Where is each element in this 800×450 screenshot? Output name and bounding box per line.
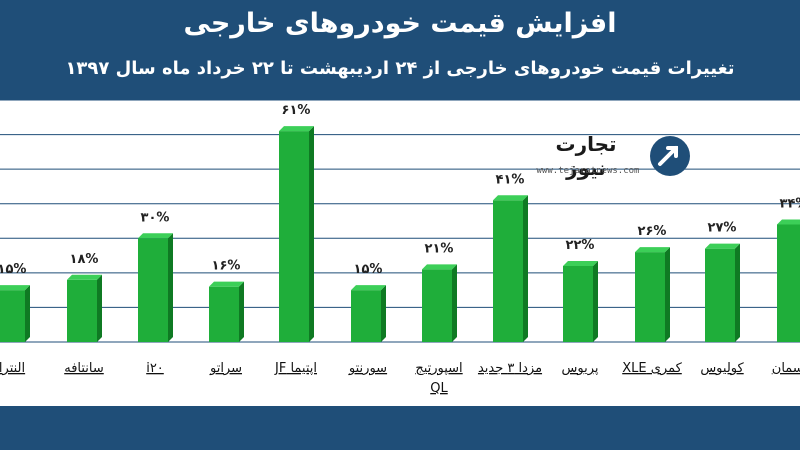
bar bbox=[493, 200, 523, 342]
bar-top bbox=[493, 195, 528, 201]
bar-top bbox=[0, 285, 30, 291]
bar-group bbox=[138, 233, 173, 342]
bar-group bbox=[422, 264, 457, 342]
category-label: پریوس bbox=[562, 361, 599, 376]
bar-top bbox=[351, 285, 386, 291]
bar-top bbox=[67, 274, 102, 280]
bar-top bbox=[138, 233, 173, 239]
bar-group bbox=[493, 195, 528, 342]
data-label: ۲۷% bbox=[708, 221, 737, 236]
bar bbox=[777, 224, 800, 342]
category-label: تلیسمان bbox=[772, 361, 800, 376]
logo-arrow-icon bbox=[650, 136, 690, 176]
bar bbox=[209, 286, 239, 342]
category-label: مزدا ۳ جدید bbox=[478, 361, 542, 376]
data-label: ۱۶% bbox=[212, 259, 241, 274]
category-label: سراتو bbox=[209, 361, 242, 376]
bar-side bbox=[523, 195, 528, 342]
chart-title: افزایش قیمت خودروهای خارجی bbox=[183, 8, 617, 39]
bar-top bbox=[422, 264, 457, 270]
bar-top bbox=[279, 126, 314, 132]
data-label: ۲۲% bbox=[566, 238, 595, 253]
data-label: ۶۱% bbox=[282, 103, 311, 118]
bar-side bbox=[665, 247, 670, 342]
category-label: سورنتو bbox=[348, 361, 387, 376]
bar-side bbox=[381, 285, 386, 342]
data-label: ۴۱% bbox=[496, 172, 525, 187]
data-label: ۱۵% bbox=[354, 262, 383, 277]
bar bbox=[0, 290, 25, 342]
category-label: کولیوس bbox=[700, 361, 744, 376]
bar-side bbox=[452, 264, 457, 342]
chart-subtitle: تغییرات قیمت خودروهای خارجی از ۲۴ اردیبه… bbox=[65, 58, 735, 79]
bar-group bbox=[563, 260, 598, 342]
data-label: ۲۱% bbox=[425, 241, 454, 256]
bar-group bbox=[635, 247, 670, 342]
bar-side bbox=[735, 243, 740, 342]
bar-side bbox=[239, 281, 244, 342]
category-label: کمری XLE bbox=[622, 361, 682, 376]
bar bbox=[67, 279, 97, 342]
chart-header: افزایش قیمت خودروهای خارجی تغییرات قیمت … bbox=[0, 0, 800, 98]
logo-name: تجارت نیوز bbox=[555, 132, 617, 180]
category-label: اسپورتیج bbox=[415, 361, 462, 376]
category-label: i۲۰ bbox=[146, 361, 164, 376]
bar bbox=[422, 269, 452, 342]
data-label: ۱۸% bbox=[70, 252, 99, 267]
data-label: ۳۴% bbox=[780, 196, 800, 211]
bar-top bbox=[563, 260, 598, 266]
category-label: QL bbox=[430, 381, 448, 396]
category-label: النترا bbox=[0, 361, 25, 376]
bar bbox=[279, 131, 309, 342]
bar bbox=[351, 290, 381, 342]
bar-side bbox=[309, 126, 314, 342]
bar-side bbox=[25, 285, 30, 342]
category-label: اپتیما JF bbox=[274, 361, 317, 376]
logo-url: www.tejaratnews.com bbox=[536, 166, 640, 176]
data-label: ۲۶% bbox=[638, 224, 667, 239]
bar-group bbox=[351, 285, 386, 342]
bar-top bbox=[777, 219, 800, 225]
bar-side bbox=[168, 233, 173, 342]
bar-group bbox=[209, 281, 244, 342]
bar bbox=[635, 252, 665, 342]
bar bbox=[705, 248, 735, 342]
bar-group bbox=[0, 285, 30, 342]
category-label: سانتافه bbox=[64, 361, 104, 376]
bar-group bbox=[705, 243, 740, 342]
bar bbox=[138, 238, 168, 342]
tejaratnews-logo: تجارت نیوز www.tejaratnews.com bbox=[528, 128, 690, 190]
bar-top bbox=[635, 247, 670, 253]
data-label: ۱۵% bbox=[0, 262, 26, 277]
bar-group bbox=[67, 274, 102, 342]
bar-side bbox=[97, 274, 102, 342]
bar-side bbox=[593, 260, 598, 342]
chart-footer bbox=[0, 406, 800, 450]
data-label: ۳۰% bbox=[141, 210, 170, 225]
bar-top bbox=[209, 281, 244, 287]
bar-chart: ۱۵% النترا ۱۸% سانتافه ۳۰% i۲۰ ۱۶% سراتو ۶۱% اپتی… bbox=[0, 99, 800, 396]
bar bbox=[563, 265, 593, 342]
bar-group bbox=[777, 219, 800, 342]
bar-group bbox=[279, 126, 314, 342]
bar-top bbox=[705, 243, 740, 249]
